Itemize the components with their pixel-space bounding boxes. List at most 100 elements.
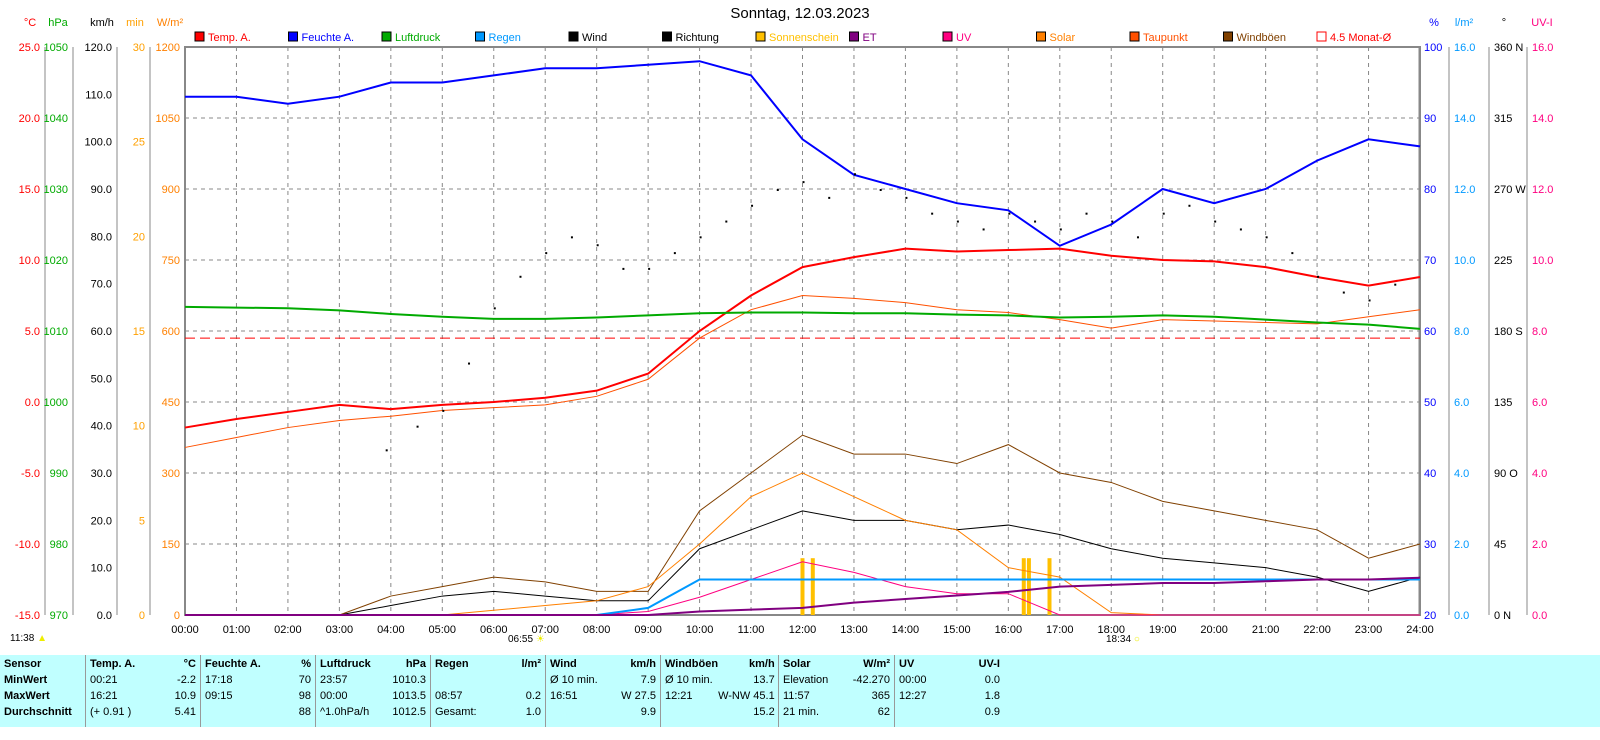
axis-tick-wind: 100.0	[84, 137, 112, 149]
cell-value: 9.9	[640, 706, 656, 718]
cell-label: Elevation	[783, 674, 829, 686]
axis-tick-wind: 30.0	[91, 468, 112, 480]
axis-tick-uv: 14.0	[1532, 113, 1553, 125]
direction-point	[596, 244, 599, 247]
x-tick-label: 06:00	[480, 624, 508, 636]
legend-swatch	[755, 31, 766, 42]
sunshine-bar	[810, 558, 815, 615]
axis-tick-rain: 6.0	[1454, 397, 1469, 409]
cell-label	[665, 705, 718, 720]
cell-label: 00:00	[899, 674, 927, 686]
axis-tick-solar: 450	[162, 397, 180, 409]
table-column: Feuchte A.% 17:18 70 09:15 98 88	[200, 655, 315, 727]
axis-unit-wind: km/h	[90, 17, 114, 29]
table-column: Regen l/m² 08:57 0.2 Gesamt: 1.0	[430, 655, 545, 727]
cell-label: 08:57	[435, 690, 463, 702]
axis-tick-direction: 225	[1494, 255, 1512, 267]
table-column: Windböen km/h Ø 10 min. 13.7 12:21 W-NW 45.1 1…	[660, 655, 778, 727]
axis-tick-pressure: 1010	[44, 326, 68, 338]
cell-value: 62	[877, 706, 890, 718]
x-tick-label: 04:00	[377, 624, 405, 636]
sunrise-icon: ☀	[535, 634, 545, 645]
cell-value: W-NW 45.1	[718, 690, 775, 702]
x-tick-label: 18:00	[1097, 624, 1125, 636]
series-line-taupunkt	[184, 294, 1421, 448]
cell-value: 365	[871, 690, 890, 702]
direction-point	[853, 173, 856, 176]
sunset-label: 18:34	[1106, 634, 1132, 645]
legend-label: Taupunkt	[1143, 32, 1188, 44]
legend-swatch	[568, 31, 579, 42]
column-header: Feuchte A.	[205, 658, 261, 670]
legend-swatch	[942, 31, 953, 42]
column-unit: hPa	[405, 658, 426, 670]
axis-tick-direction: 90 O	[1494, 468, 1518, 480]
axis-tick-humidity: 30	[1424, 539, 1436, 551]
axis-tick-temp: 10.0	[19, 255, 40, 267]
direction-point	[1085, 212, 1088, 215]
table-column: Luftdruck hPa 23:57 1010.3 00:00 1013.5 ^1.0hP…	[315, 655, 430, 727]
sun-icon: ▲	[37, 633, 47, 644]
axis-tick-uv: 12.0	[1532, 184, 1553, 196]
x-tick-label: 11:00	[738, 624, 765, 636]
axis-tick-direction: 315	[1494, 113, 1512, 125]
cell-value: -42.270	[852, 674, 890, 686]
x-tick-label: 00:00	[171, 624, 199, 636]
x-tick-label: 16:00	[995, 624, 1023, 636]
legend-swatch	[1223, 31, 1233, 42]
axis-tick-pressure: 1020	[44, 255, 68, 267]
x-tick-label: 22:00	[1303, 624, 1331, 636]
direction-point	[570, 236, 573, 239]
axis-tick-solar: 150	[162, 539, 180, 551]
direction-point	[1368, 299, 1371, 302]
column-unit: UV-I	[978, 658, 1000, 670]
axis-tick-solar: 1050	[156, 113, 180, 125]
direction-point	[956, 220, 959, 223]
cell-value: 0.9	[984, 706, 1000, 718]
direction-point	[442, 409, 445, 412]
direction-point	[1111, 220, 1114, 223]
direction-point	[828, 196, 831, 199]
axis-unit-pressure: hPa	[48, 17, 68, 29]
series-line-temp-a-	[184, 247, 1421, 429]
axis-unit-direction: °	[1502, 17, 1506, 29]
axis-tick-wind: 120.0	[84, 42, 112, 54]
cell-value: 1013.5	[392, 690, 426, 702]
axis-tick-pressure: 990	[50, 468, 68, 480]
axis-tick-rain: 2.0	[1454, 539, 1469, 551]
column-unit: °C	[183, 658, 196, 670]
axis-tick-rain: 8.0	[1454, 326, 1469, 338]
legend-swatch	[849, 31, 859, 42]
axis-tick-wind: 20.0	[91, 515, 112, 527]
axis-tick-uv: 16.0	[1532, 42, 1553, 54]
cell-value: -2.2	[177, 674, 196, 686]
axis-tick-temp: -15.0	[15, 610, 40, 622]
direction-point	[1265, 236, 1268, 239]
x-tick-label: 09:00	[634, 624, 662, 636]
sunshine-bar	[1021, 558, 1026, 615]
axis-tick-uv: 4.0	[1532, 468, 1547, 480]
cell-value: 13.7	[753, 674, 775, 686]
direction-point	[545, 252, 548, 255]
cell-label	[205, 705, 299, 720]
axis-tick-solar: 750	[162, 255, 180, 267]
axis-tick-pressure: 1030	[44, 184, 68, 196]
x-tick-label: 12:00	[789, 624, 817, 636]
table-column: Wind km/h Ø 10 min. 7.9 16:51 W 27.5 9.9	[545, 655, 660, 727]
legend-swatch	[381, 31, 392, 42]
legend-swatch	[194, 31, 205, 42]
legend-label: Wind	[582, 32, 607, 44]
cell-label: Durchschnitt	[4, 706, 72, 718]
legend-swatch	[1036, 31, 1046, 42]
axis-tick-solar: 300	[162, 468, 180, 480]
cell-value: 70	[298, 674, 311, 686]
axis-tick-temp: 0.0	[25, 397, 40, 409]
direction-point	[905, 196, 908, 199]
axis-tick-sunshine: 25	[133, 137, 145, 149]
axis-tick-humidity: 100	[1424, 42, 1442, 54]
legend-label: Windböen	[1237, 32, 1287, 44]
axis-tick-wind: 40.0	[91, 421, 112, 433]
axis-tick-solar: 0	[174, 610, 180, 622]
axis-unit-solar: W/m²	[157, 17, 184, 29]
axis-tick-wind: 60.0	[91, 326, 112, 338]
